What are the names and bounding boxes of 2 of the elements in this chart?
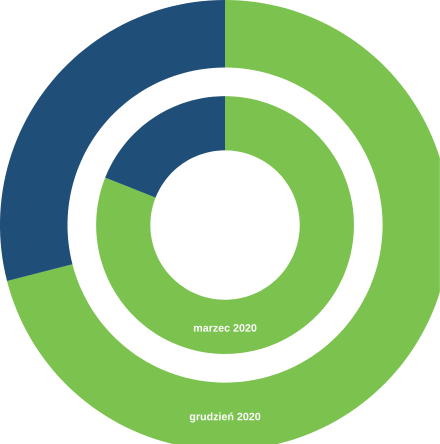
slice-label: grudzień 2020	[190, 412, 260, 422]
slice-label: marzec 2020	[194, 324, 256, 332]
